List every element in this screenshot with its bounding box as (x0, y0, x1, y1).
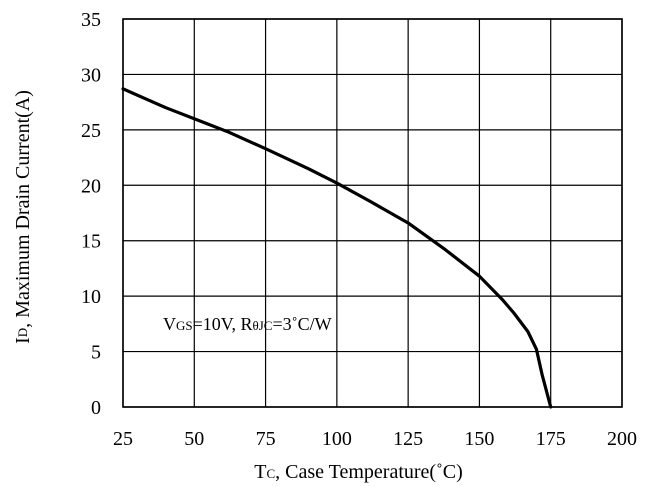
plot-frame (122, 18, 623, 408)
data-point (164, 106, 167, 109)
data-point (444, 248, 447, 251)
tick-labels: 25 50 75 100 125 150 175 200 0 5 10 15 20 25 30 35 (81, 9, 637, 450)
x-tick-label: 50 (184, 428, 204, 450)
y-axis-title: ID, Maximum Drain Current(A) (12, 90, 34, 344)
data-point (512, 311, 515, 314)
x-tick-label: 25 (113, 428, 133, 450)
data-point (336, 182, 338, 184)
y-tick-label: 15 (81, 231, 101, 253)
x-tick-label: 75 (256, 428, 276, 450)
data-point (227, 131, 230, 133)
data-point (501, 298, 504, 301)
x-tick-label: 175 (536, 428, 566, 450)
grid-lines (122, 18, 623, 408)
x-tick-label: 100 (322, 428, 352, 450)
y-tick-label: 25 (81, 120, 101, 142)
plot-border (122, 18, 623, 408)
y-tick-label: 10 (81, 286, 101, 308)
data-point (193, 117, 196, 120)
data-point (541, 374, 543, 376)
y-tick-label: 5 (91, 342, 101, 364)
data-point (264, 147, 267, 150)
data-point (122, 88, 124, 90)
data-point (307, 167, 310, 170)
series-group (121, 87, 553, 409)
data-point (535, 348, 538, 351)
data-point (370, 201, 372, 203)
x-tick-label: 125 (393, 428, 423, 450)
annotation-label: VGS=10V, RθJC=3˚C/W (163, 314, 332, 334)
data-point (527, 330, 529, 333)
x-tick-label: 200 (607, 428, 637, 450)
y-tick-label: 20 (81, 175, 101, 197)
x-axis-title: TC, Case Temperature(˚C) (254, 461, 463, 483)
y-tick-label: 0 (91, 397, 101, 419)
x-tick-label: 150 (464, 428, 494, 450)
data-point (478, 275, 481, 277)
data-point (407, 222, 409, 224)
y-tick-label: 30 (81, 64, 101, 86)
y-tick-label: 35 (81, 9, 101, 31)
data-point (549, 406, 552, 408)
